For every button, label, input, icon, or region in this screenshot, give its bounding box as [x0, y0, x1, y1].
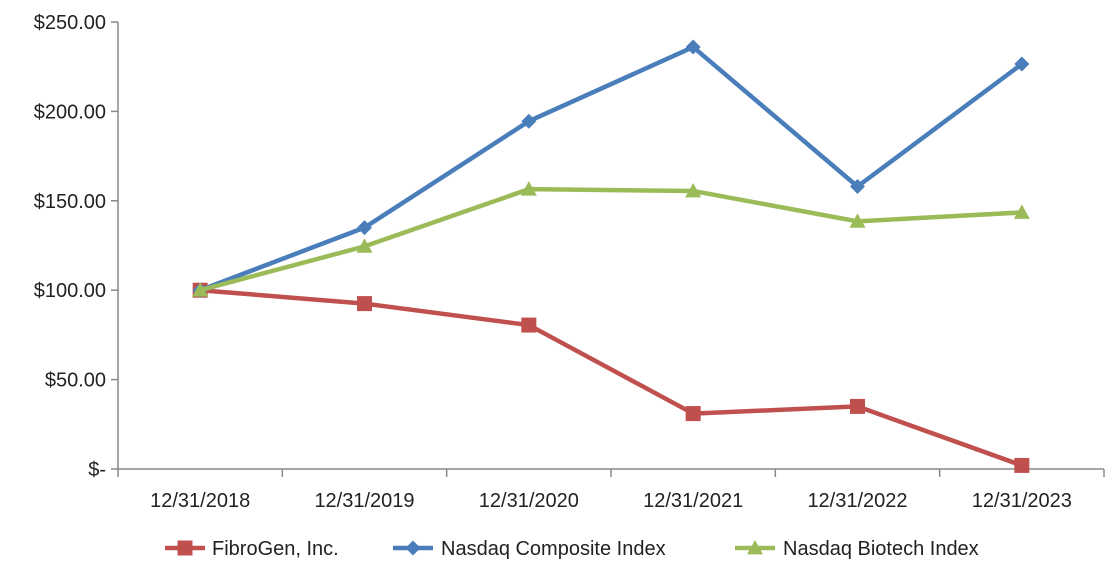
y-tick-label: $50.00 — [45, 370, 106, 392]
legend-entry: Nasdaq Composite Index — [393, 538, 666, 560]
y-tick-label: $- — [88, 459, 106, 481]
series-line — [200, 189, 1022, 290]
legend-label: Nasdaq Biotech Index — [783, 538, 979, 560]
series-line — [200, 47, 1022, 290]
y-tick-label: $200.00 — [34, 101, 106, 123]
legend-marker — [406, 541, 421, 556]
x-tick-label: 12/31/2018 — [150, 490, 250, 512]
y-tick-label: $150.00 — [34, 191, 106, 213]
legend-label: FibroGen, Inc. — [212, 538, 339, 560]
data-point — [850, 399, 865, 414]
legend: FibroGen, Inc. Nasdaq Composite Index Nasd… — [165, 538, 979, 560]
x-axis: 12/31/2018 12/31/2019 12/31/2020 12/31/2021… — [118, 469, 1104, 512]
series-2 — [192, 181, 1030, 296]
series-line — [200, 290, 1022, 465]
legend-entry: FibroGen, Inc. — [165, 538, 339, 560]
x-tick-label: 12/31/2019 — [314, 490, 414, 512]
x-tick-label: 12/31/2021 — [643, 490, 743, 512]
y-tick-label: $100.00 — [34, 280, 106, 302]
legend-marker — [178, 541, 193, 556]
legend-entry: Nasdaq Biotech Index — [735, 538, 979, 560]
data-point — [1014, 458, 1029, 473]
data-point — [521, 318, 536, 333]
series-layer — [192, 40, 1030, 473]
y-tick-label: $250.00 — [34, 12, 106, 34]
x-tick-label: 12/31/2020 — [479, 490, 579, 512]
data-point — [686, 406, 701, 421]
legend-label: Nasdaq Composite Index — [441, 538, 666, 560]
series-0 — [193, 283, 1030, 473]
x-tick-label: 12/31/2023 — [972, 490, 1072, 512]
y-axis: $- $50.00 $100.00 $150.00 $200.00 $250.00 — [34, 12, 118, 481]
x-tick-label: 12/31/2022 — [807, 490, 907, 512]
data-point — [357, 296, 372, 311]
